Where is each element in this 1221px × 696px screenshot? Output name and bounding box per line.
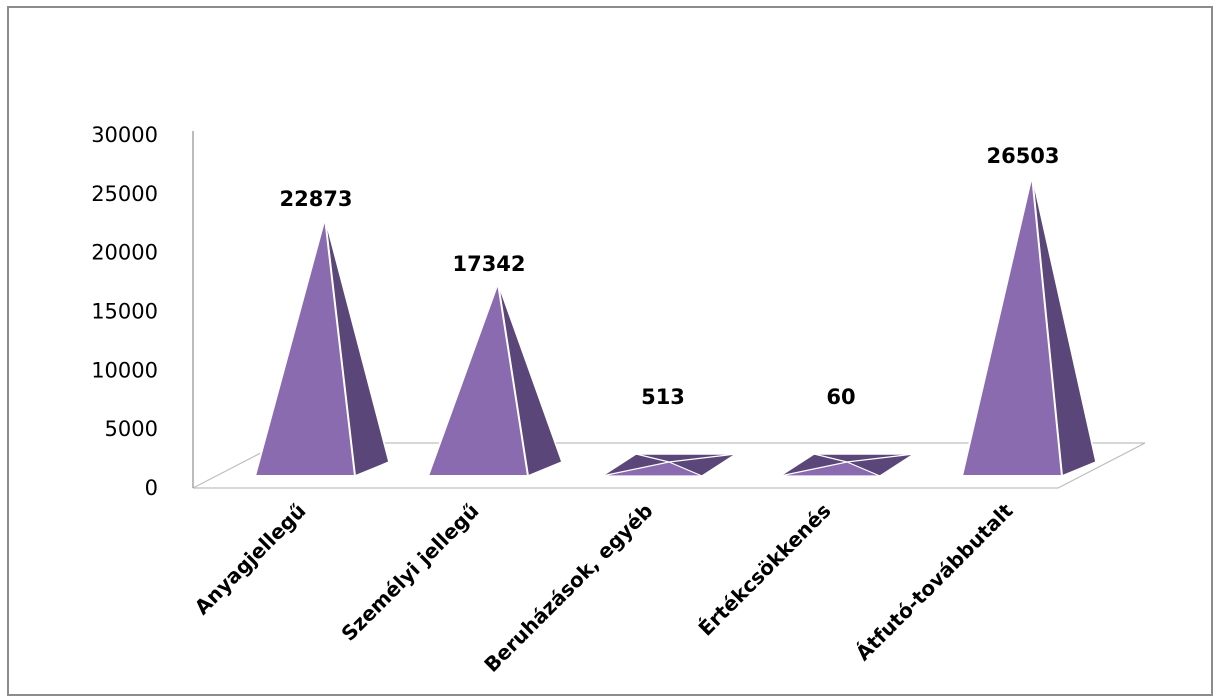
x-tick-label: Beruházások, egyéb (479, 499, 657, 677)
pyramid-front-face (960, 174, 1064, 477)
y-tick-label: 25000 (91, 182, 158, 206)
pyramid-front-face (253, 217, 357, 477)
x-tick-label: Anyagjellegű (190, 499, 311, 620)
x-tick-label: Átfutó-továbbutalt (851, 498, 1018, 665)
x-tick-label: Személyi jellegű (336, 499, 483, 646)
pyramid-flat-front-face (779, 461, 881, 477)
x-tick-label: Értékcsökkenés (694, 499, 836, 641)
pyramid-flat-edges (635, 453, 737, 463)
pyramid-front-face (426, 282, 530, 477)
y-tick-label: 0 (145, 476, 158, 500)
y-tick-label: 5000 (105, 417, 158, 441)
pyramid-flat-edges (813, 453, 915, 463)
data-label: 17342 (452, 252, 525, 276)
data-label: 26503 (986, 144, 1059, 168)
y-tick-label: 15000 (91, 300, 158, 324)
y-tick-label: 20000 (91, 241, 158, 265)
y-tick-label: 10000 (91, 358, 158, 382)
y-tick-label: 30000 (91, 123, 158, 147)
data-label: 513 (641, 385, 685, 409)
data-label: 60 (826, 385, 855, 409)
pyramid-flat-front-face (601, 461, 703, 477)
data-label: 22873 (279, 187, 352, 211)
